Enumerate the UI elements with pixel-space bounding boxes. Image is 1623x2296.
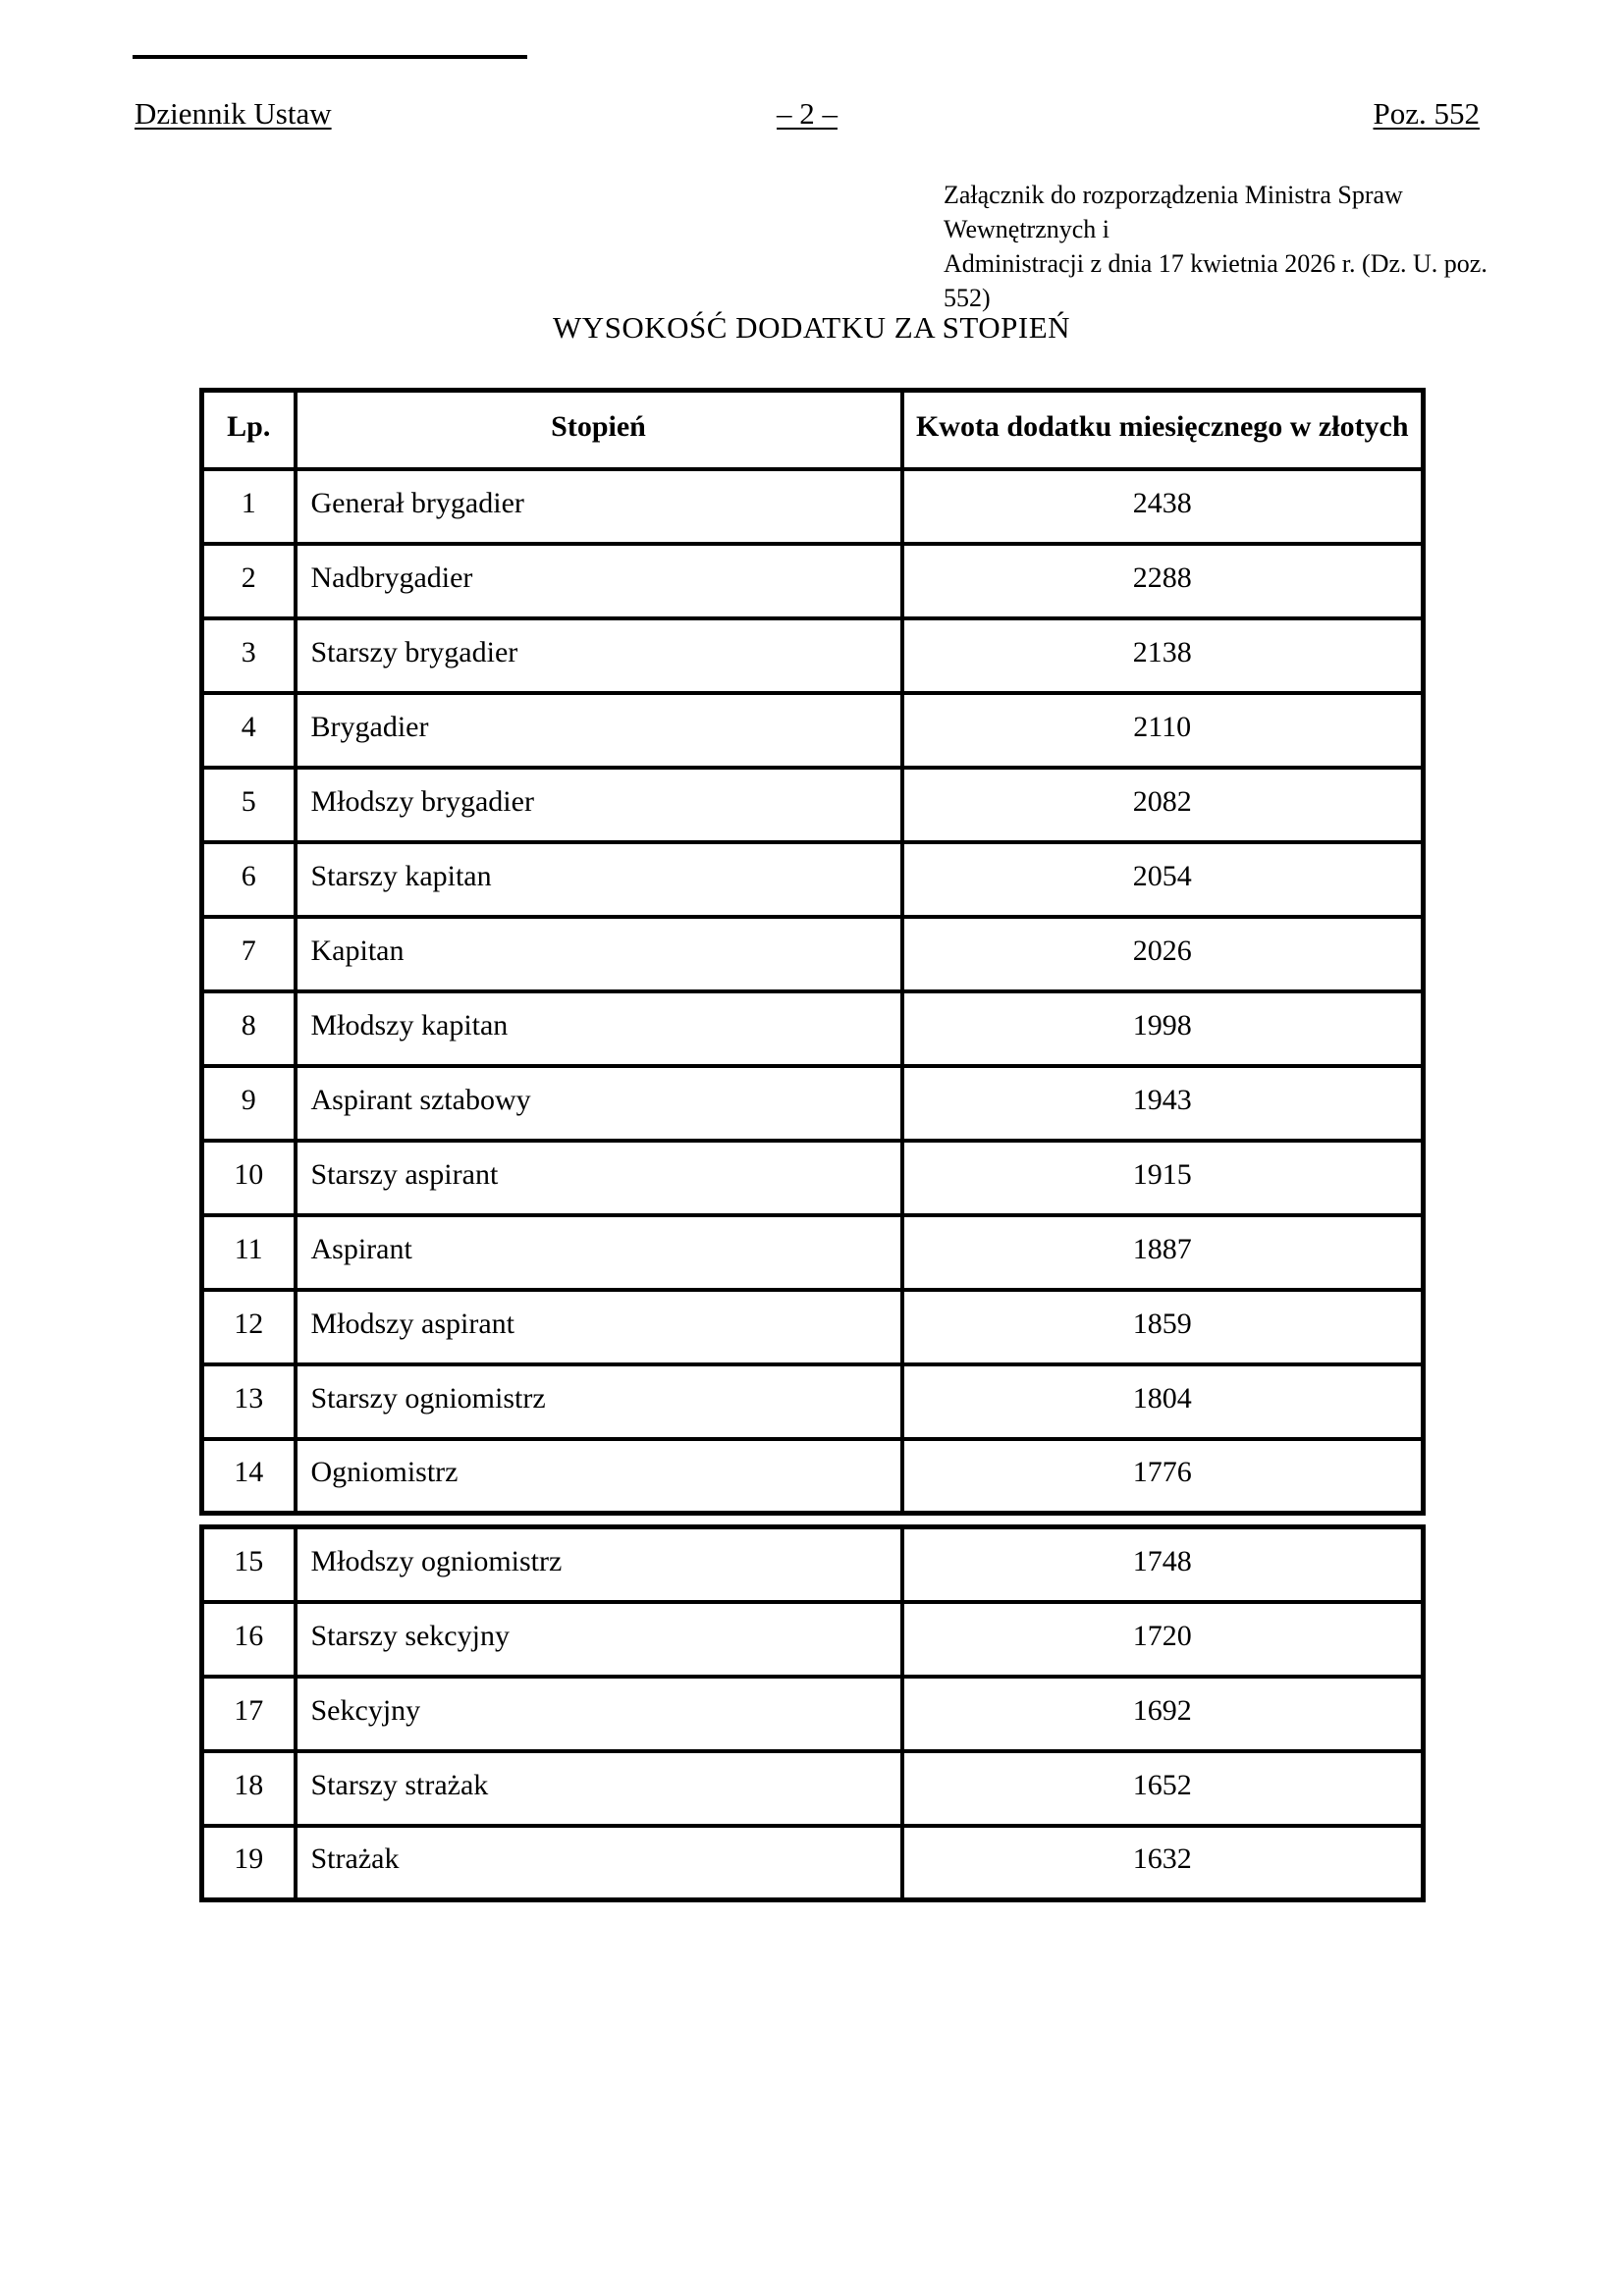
- column-header-lp: Lp.: [199, 388, 298, 471]
- cell-amount: 2082: [899, 765, 1426, 844]
- table-row: 4 Brygadier 2110: [199, 690, 1426, 770]
- cell-amount: 1720: [899, 1599, 1426, 1679]
- table-row: 16 Starszy sekcyjny 1720: [199, 1599, 1426, 1679]
- cell-row-number: 18: [199, 1748, 298, 1828]
- position-number: Poz. 552: [1373, 96, 1481, 131]
- ranks-table-body-1: 1 Generał brygadier 2438 2 Nadbrygadier 2288 3…: [199, 466, 1426, 1516]
- cell-rank-name: Generał brygadier: [293, 466, 904, 546]
- table-header-row: Lp. Stopień Kwota dodatku miesięcznego w…: [199, 388, 1426, 471]
- cell-amount: 1652: [899, 1748, 1426, 1828]
- cell-rank-name: Brygadier: [293, 690, 904, 770]
- cell-rank-name: Młodszy ogniomistrz: [293, 1524, 904, 1604]
- cell-amount: 1998: [899, 988, 1426, 1068]
- table-row: 9 Aspirant sztabowy 1943: [199, 1063, 1426, 1143]
- cell-row-number: 10: [199, 1138, 298, 1217]
- cell-rank-name: Sekcyjny: [293, 1674, 904, 1753]
- cell-amount: 1748: [899, 1524, 1426, 1604]
- cell-row-number: 17: [199, 1674, 298, 1753]
- cell-amount: 2054: [899, 839, 1426, 919]
- cell-amount: 2110: [899, 690, 1426, 770]
- cell-row-number: 16: [199, 1599, 298, 1679]
- cell-rank-name: Aspirant: [293, 1212, 904, 1292]
- column-header-kwota: Kwota dodatku miesięcznego w złotych: [899, 388, 1426, 471]
- cell-row-number: 7: [199, 914, 298, 993]
- cell-rank-name: Młodszy kapitan: [293, 988, 904, 1068]
- table-row: 6 Starszy kapitan 2054: [199, 839, 1426, 919]
- cell-rank-name: Starszy ogniomistrz: [293, 1362, 904, 1441]
- cell-amount: 2026: [899, 914, 1426, 993]
- cell-rank-name: Kapitan: [293, 914, 904, 993]
- cell-row-number: 9: [199, 1063, 298, 1143]
- table-row: 14 Ogniomistrz 1776: [199, 1436, 1426, 1516]
- ranks-table-upper: Lp. Stopień Kwota dodatku miesięcznego w…: [199, 388, 1426, 1516]
- cell-row-number: 3: [199, 615, 298, 695]
- ranks-table-lower: 15 Młodszy ogniomistrz 1748 16 Starszy sekcy…: [199, 1524, 1426, 1902]
- header-rule: [133, 55, 527, 59]
- cell-amount: 2138: [899, 615, 1426, 695]
- table-row: 18 Starszy strażak 1652: [199, 1748, 1426, 1828]
- table-row: 17 Sekcyjny 1692: [199, 1674, 1426, 1753]
- table-row: 1 Generał brygadier 2438: [199, 466, 1426, 546]
- attachment-note: Załącznik do rozporządzenia Ministra Spr…: [944, 178, 1508, 315]
- cell-amount: 2288: [899, 541, 1426, 620]
- cell-rank-name: Młodszy aspirant: [293, 1287, 904, 1366]
- table-row: 11 Aspirant 1887: [199, 1212, 1426, 1292]
- cell-amount: 1632: [899, 1823, 1426, 1902]
- cell-amount: 1859: [899, 1287, 1426, 1366]
- cell-amount: 1776: [899, 1436, 1426, 1516]
- cell-row-number: 4: [199, 690, 298, 770]
- table-row: 5 Młodszy brygadier 2082: [199, 765, 1426, 844]
- table-row: 2 Nadbrygadier 2288: [199, 541, 1426, 620]
- table-row: 13 Starszy ogniomistrz 1804: [199, 1362, 1426, 1441]
- cell-row-number: 2: [199, 541, 298, 620]
- ranks-table-container: Lp. Stopień Kwota dodatku miesięcznego w…: [199, 388, 1426, 1902]
- ranks-table-body-2: 15 Młodszy ogniomistrz 1748 16 Starszy sekcy…: [199, 1524, 1426, 1902]
- document-title: WYSOKOŚĆ DODATKU ZA STOPIEŃ: [552, 310, 1071, 345]
- attachment-note-line-1: Załącznik do rozporządzenia Ministra Spr…: [944, 181, 1403, 243]
- table-split-gap: [199, 1516, 1421, 1524]
- table-row: 3 Starszy brygadier 2138: [199, 615, 1426, 695]
- cell-rank-name: Ogniomistrz: [293, 1436, 904, 1516]
- cell-row-number: 12: [199, 1287, 298, 1366]
- table-row: 8 Młodszy kapitan 1998: [199, 988, 1426, 1068]
- page-number: – 2 –: [777, 96, 838, 131]
- cell-amount: 1804: [899, 1362, 1426, 1441]
- cell-row-number: 8: [199, 988, 298, 1068]
- cell-row-number: 14: [199, 1436, 298, 1516]
- cell-amount: 1943: [899, 1063, 1426, 1143]
- table-row: 12 Młodszy aspirant 1859: [199, 1287, 1426, 1366]
- cell-amount: 1692: [899, 1674, 1426, 1753]
- cell-rank-name: Starszy aspirant: [293, 1138, 904, 1217]
- table-row: 19 Strażak 1632: [199, 1823, 1426, 1902]
- table-row: 15 Młodszy ogniomistrz 1748: [199, 1524, 1426, 1604]
- cell-rank-name: Starszy sekcyjny: [293, 1599, 904, 1679]
- cell-rank-name: Strażak: [293, 1823, 904, 1902]
- page-header: Dziennik Ustaw – 2 – Poz. 552: [135, 97, 1480, 133]
- cell-amount: 1887: [899, 1212, 1426, 1292]
- column-header-stopien: Stopień: [293, 388, 904, 471]
- table-row: 10 Starszy aspirant 1915: [199, 1138, 1426, 1217]
- cell-rank-name: Młodszy brygadier: [293, 765, 904, 844]
- cell-rank-name: Starszy strażak: [293, 1748, 904, 1828]
- journal-title: Dziennik Ustaw: [135, 96, 332, 131]
- cell-row-number: 13: [199, 1362, 298, 1441]
- cell-row-number: 6: [199, 839, 298, 919]
- cell-rank-name: Starszy brygadier: [293, 615, 904, 695]
- cell-row-number: 11: [199, 1212, 298, 1292]
- cell-row-number: 1: [199, 466, 298, 546]
- cell-amount: 1915: [899, 1138, 1426, 1217]
- cell-row-number: 15: [199, 1524, 298, 1604]
- cell-rank-name: Starszy kapitan: [293, 839, 904, 919]
- cell-amount: 2438: [899, 466, 1426, 546]
- cell-rank-name: Aspirant sztabowy: [293, 1063, 904, 1143]
- cell-row-number: 19: [199, 1823, 298, 1902]
- attachment-note-line-2: Administracji z dnia 17 kwietnia 2026 r.…: [944, 249, 1488, 312]
- cell-row-number: 5: [199, 765, 298, 844]
- table-row: 7 Kapitan 2026: [199, 914, 1426, 993]
- cell-rank-name: Nadbrygadier: [293, 541, 904, 620]
